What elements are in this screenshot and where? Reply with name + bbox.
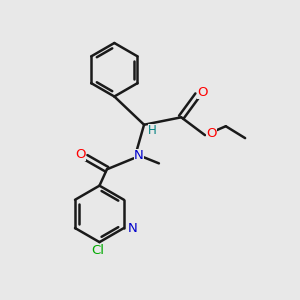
Text: N: N — [134, 149, 144, 162]
Text: O: O — [76, 148, 86, 161]
Text: Cl: Cl — [92, 244, 104, 257]
Text: H: H — [148, 124, 157, 136]
Text: O: O — [197, 85, 207, 98]
Text: O: O — [206, 127, 217, 140]
Text: N: N — [128, 221, 137, 235]
